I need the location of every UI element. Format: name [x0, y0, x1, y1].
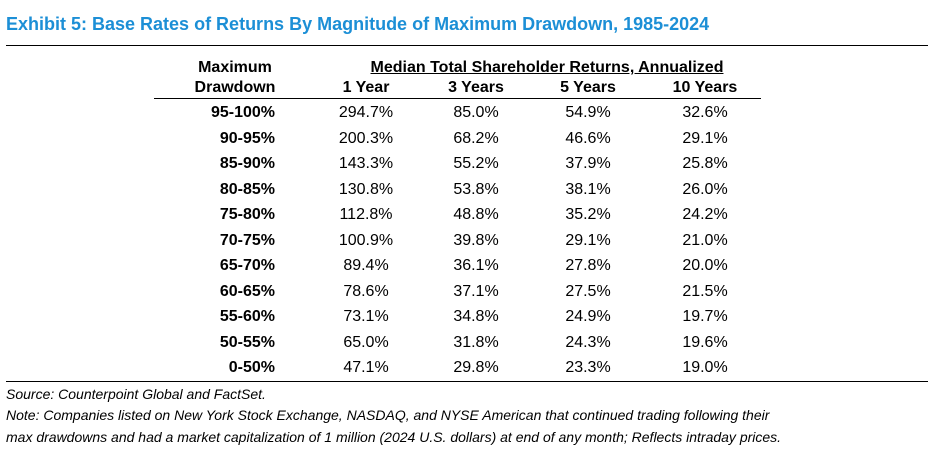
- table-cell: 20.0%: [682, 257, 728, 274]
- table-cell: 46.6%: [565, 130, 611, 147]
- table-cell: 29.1%: [682, 130, 728, 147]
- row-label: 75-80%: [219, 206, 275, 223]
- table-cell: 19.7%: [682, 308, 728, 325]
- top-rule: [6, 45, 928, 46]
- header-underline: [154, 98, 761, 99]
- column-header: 10 Years: [672, 79, 738, 96]
- table-cell: 23.3%: [565, 359, 611, 376]
- table-cell: 65.0%: [343, 334, 389, 351]
- table-cell: 24.9%: [565, 308, 611, 325]
- row-header-line2: Drawdown: [194, 79, 276, 96]
- table-cell: 19.0%: [682, 359, 728, 376]
- table-cell: 53.8%: [453, 181, 499, 198]
- table-cell: 26.0%: [682, 181, 728, 198]
- row-label: 90-95%: [219, 130, 275, 147]
- table-cell: 35.2%: [565, 206, 611, 223]
- column-header: 1 Year: [342, 79, 390, 96]
- table-cell: 25.8%: [682, 155, 728, 172]
- table-cell: 37.1%: [453, 283, 499, 300]
- table-cell: 29.8%: [453, 359, 499, 376]
- row-label: 95-100%: [210, 104, 275, 121]
- table-cell: 24.3%: [565, 334, 611, 351]
- table-cell: 112.8%: [339, 206, 393, 223]
- table-cell: 48.8%: [453, 206, 499, 223]
- exhibit-title: Exhibit 5: Base Rates of Returns By Magn…: [6, 14, 710, 34]
- table-cell: 47.1%: [343, 359, 389, 376]
- table-cell: 34.8%: [453, 308, 499, 325]
- row-label: 0-50%: [228, 359, 275, 376]
- table-cell: 200.3%: [338, 130, 394, 147]
- table-cell: 68.2%: [453, 130, 499, 147]
- table-cell: 32.6%: [682, 104, 728, 121]
- table-cell: 36.1%: [453, 257, 499, 274]
- row-label: 50-55%: [219, 334, 275, 351]
- row-label: 55-60%: [219, 308, 275, 325]
- row-label: 60-65%: [219, 283, 275, 300]
- bottom-rule: [6, 381, 928, 382]
- table-cell: 27.5%: [565, 283, 611, 300]
- table-cell: 294.7%: [338, 104, 394, 121]
- table-cell: 39.8%: [453, 232, 499, 249]
- footer-note-line1: Note: Companies listed on New York Stock…: [6, 407, 770, 423]
- table-cell: 37.9%: [565, 155, 611, 172]
- row-label: 80-85%: [219, 181, 275, 198]
- table-cell: 85.0%: [453, 104, 499, 121]
- row-header-line1: Maximum: [198, 59, 272, 76]
- group-header: Median Total Shareholder Returns, Annual…: [370, 59, 724, 76]
- table-cell: 27.8%: [565, 257, 611, 274]
- table-cell: 38.1%: [565, 181, 611, 198]
- table-cell: 78.6%: [343, 283, 389, 300]
- footer-source: Source: Counterpoint Global and FactSet.: [6, 386, 266, 402]
- table-cell: 24.2%: [682, 206, 728, 223]
- row-label: 65-70%: [219, 257, 275, 274]
- table-cell: 21.5%: [682, 283, 728, 300]
- table-cell: 55.2%: [453, 155, 499, 172]
- table-cell: 100.9%: [338, 232, 394, 249]
- table-cell: 89.4%: [343, 257, 389, 274]
- table-cell: 29.1%: [565, 232, 611, 249]
- column-header: 5 Years: [560, 79, 616, 96]
- table-cell: 54.9%: [565, 104, 611, 121]
- column-header: 3 Years: [448, 79, 504, 96]
- row-label: 70-75%: [219, 232, 275, 249]
- table-cell: 143.3%: [338, 155, 394, 172]
- table-cell: 21.0%: [682, 232, 728, 249]
- table-cell: 73.1%: [343, 308, 389, 325]
- table-cell: 130.8%: [338, 181, 394, 198]
- footer-note-line2: max drawdowns and had a market capitaliz…: [6, 429, 782, 445]
- row-label: 85-90%: [219, 155, 275, 172]
- table-cell: 31.8%: [453, 334, 499, 351]
- table-cell: 19.6%: [682, 334, 728, 351]
